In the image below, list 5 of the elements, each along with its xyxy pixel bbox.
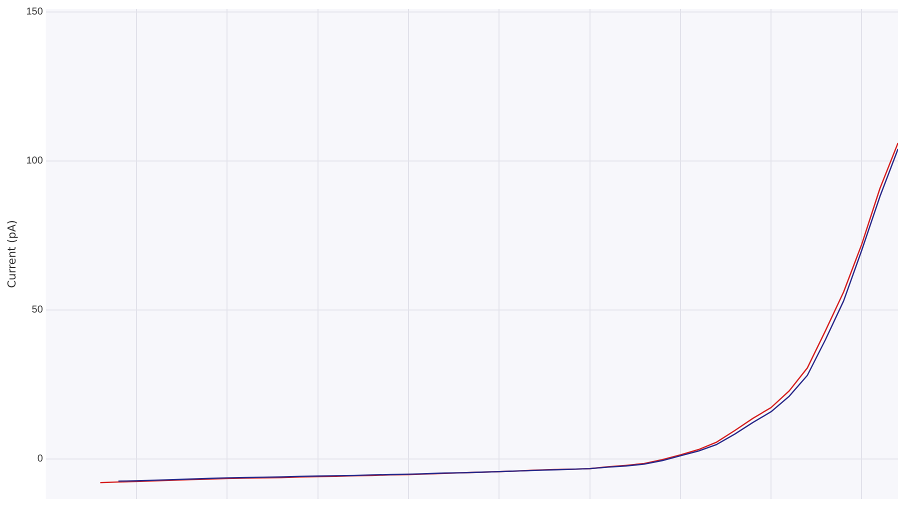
y-tick-label: 0 xyxy=(37,454,44,465)
y-tick-label: 150 xyxy=(26,6,44,18)
y-axis-title: Current (pA) xyxy=(5,220,18,288)
y-tick-label: 50 xyxy=(32,304,44,316)
y-tick-label: 100 xyxy=(26,156,44,167)
